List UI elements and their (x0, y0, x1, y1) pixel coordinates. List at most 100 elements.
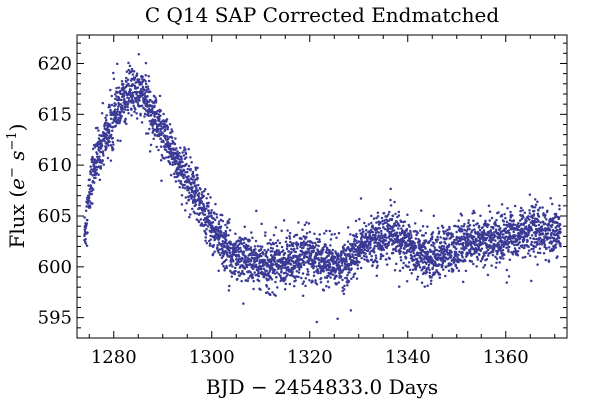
data-point (230, 275, 234, 278)
data-point (442, 232, 446, 235)
data-point (554, 243, 558, 246)
data-point (195, 186, 198, 190)
data-point (308, 247, 312, 250)
data-point (103, 139, 106, 143)
data-point (225, 258, 228, 262)
data-point (461, 251, 464, 255)
data-point (304, 261, 307, 264)
data-point (204, 223, 208, 226)
data-point (190, 197, 193, 200)
data-point (90, 168, 93, 171)
data-point (322, 270, 325, 273)
data-point (257, 274, 261, 278)
data-point (255, 266, 258, 269)
data-point (288, 237, 292, 240)
data-point (165, 118, 169, 121)
data-point (439, 236, 442, 239)
data-point (460, 229, 464, 233)
data-point (155, 111, 158, 115)
data-point (379, 240, 382, 243)
data-point (384, 239, 388, 242)
data-point (411, 257, 414, 260)
data-point (331, 248, 335, 252)
data-point (161, 131, 164, 135)
data-point (341, 278, 344, 282)
data-point (217, 220, 221, 223)
data-point (280, 267, 283, 271)
data-point (457, 219, 460, 222)
data-point (138, 99, 141, 102)
data-point (315, 320, 319, 324)
data-point (194, 184, 198, 187)
data-point (486, 248, 490, 252)
y-axis-label-suffix: ) (5, 124, 29, 132)
data-point (373, 244, 377, 248)
data-point (177, 154, 181, 158)
data-point (125, 80, 128, 84)
data-point (409, 229, 412, 233)
data-point (106, 156, 110, 160)
data-point (147, 87, 150, 91)
data-point (450, 263, 453, 266)
data-point (410, 271, 413, 275)
data-point (441, 264, 444, 268)
data-point (495, 257, 499, 260)
data-point (238, 236, 242, 239)
data-point (521, 256, 525, 259)
data-point (260, 254, 263, 258)
data-point (210, 214, 213, 218)
data-point (318, 233, 321, 236)
data-point (461, 280, 465, 284)
data-point (140, 121, 144, 124)
data-point (159, 129, 162, 133)
data-point (385, 236, 388, 239)
data-point (162, 112, 165, 116)
data-point (166, 137, 170, 140)
data-point (336, 317, 339, 320)
data-point (555, 237, 559, 241)
data-point (213, 212, 216, 215)
data-point (455, 230, 458, 234)
data-point (133, 76, 137, 80)
data-point (511, 214, 514, 217)
data-point (367, 223, 371, 226)
data-point (287, 256, 290, 259)
data-point (178, 152, 181, 155)
data-point (226, 242, 229, 246)
data-point (239, 250, 243, 253)
data-point (395, 262, 398, 266)
data-point (329, 238, 333, 241)
data-point (358, 229, 361, 232)
data-point (95, 155, 99, 159)
data-point (347, 245, 350, 249)
data-point (194, 166, 197, 169)
data-point (111, 125, 115, 129)
data-point (87, 196, 91, 200)
data-point (397, 227, 400, 230)
data-point (115, 116, 118, 119)
data-point (131, 91, 134, 94)
data-point (233, 266, 237, 270)
data-point (174, 180, 178, 183)
data-point (463, 259, 467, 263)
data-point (386, 228, 390, 232)
data-point (375, 266, 379, 269)
data-point (107, 103, 111, 107)
data-point (288, 274, 292, 277)
data-point (521, 214, 524, 217)
data-point (301, 228, 304, 232)
data-point (143, 112, 147, 116)
data-point (534, 234, 538, 238)
data-point (429, 239, 432, 243)
data-point (544, 213, 547, 217)
data-point (401, 266, 405, 270)
data-point (517, 224, 521, 228)
data-point (498, 235, 502, 238)
data-point (185, 202, 188, 205)
data-point (274, 226, 278, 229)
data-point (143, 102, 147, 105)
data-point (101, 152, 105, 155)
data-point (518, 241, 521, 244)
data-point (545, 218, 548, 221)
